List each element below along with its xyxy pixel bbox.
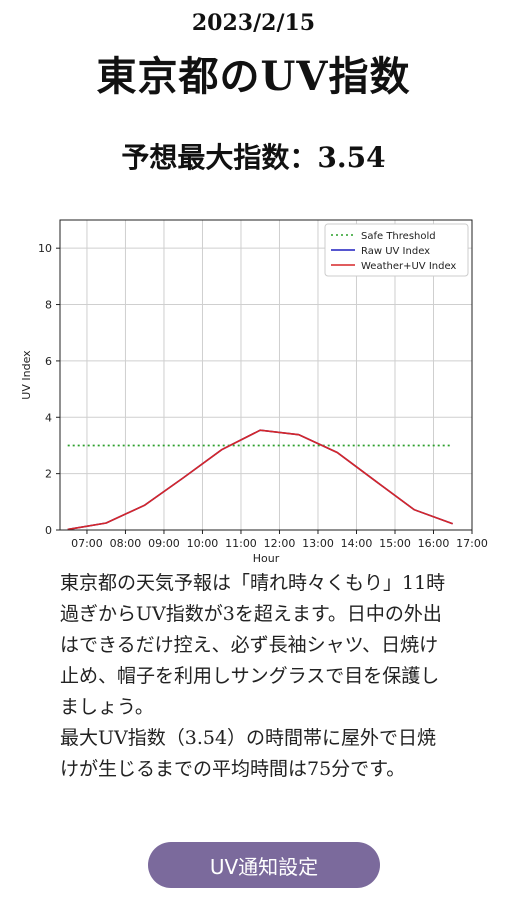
x-tick-label: 15:00 <box>379 537 411 550</box>
x-tick-label: 07:00 <box>71 537 103 550</box>
max-index-label: 予想最大指数：3.54 <box>121 141 386 174</box>
forecast-description: 東京都の天気予報は「晴れ時々くもり」11時過ぎからUV指数が3を超えます。日中の… <box>60 568 450 785</box>
uv-index-chart: 07:00 08:00 09:00 10:00 11:00 12:00 13:00 14:00… <box>20 219 488 565</box>
y-axis-label: UV Index <box>20 350 33 400</box>
x-tick-label: 10:00 <box>187 537 219 550</box>
forecast-paragraph: 東京都の天気予報は「晴れ時々くもり」11時過ぎからUV指数が3を超えます。日中の… <box>60 572 446 718</box>
x-tick-label: 11:00 <box>225 537 257 550</box>
x-tick-label: 12:00 <box>264 537 296 550</box>
legend-label: Safe Threshold <box>361 231 436 242</box>
uv-notification-settings-button[interactable]: UV通知設定 <box>148 842 380 888</box>
x-tick-label: 09:00 <box>148 537 180 550</box>
chart-legend: Safe Threshold Raw UV Index Weather+UV Ind… <box>324 223 469 277</box>
y-tick-label: 4 <box>45 411 52 424</box>
x-axis-label: Hour <box>253 552 280 565</box>
y-tick-label: 10 <box>38 242 52 255</box>
legend-label: Raw UV Index <box>361 246 430 257</box>
y-tick-label: 0 <box>45 524 52 537</box>
x-tick-label: 08:00 <box>110 537 142 550</box>
y-tick-label: 6 <box>45 355 52 368</box>
chart-ticks: 07:00 08:00 09:00 10:00 11:00 12:00 13:00 14:00… <box>38 242 488 550</box>
x-tick-label: 16:00 <box>418 537 450 550</box>
y-tick-label: 8 <box>45 299 52 312</box>
legend-box <box>324 223 469 277</box>
legend-label: Weather+UV Index <box>361 261 456 272</box>
page-title: 東京都のUV指数 <box>96 53 411 100</box>
date-label: 2023/2/15 <box>191 10 316 36</box>
x-tick-label: 13:00 <box>302 537 334 550</box>
chart-series <box>67 429 453 531</box>
y-tick-label: 2 <box>45 468 52 481</box>
x-tick-label: 17:00 <box>456 537 488 550</box>
x-tick-label: 14:00 <box>341 537 373 550</box>
series-line-weather-uv-index <box>67 429 453 531</box>
plot-frame <box>59 219 473 531</box>
uv-max-paragraph: 最大UV指数（3.54）の時間帯に屋外で日焼けが生じるまでの平均時間は75分です… <box>60 727 437 780</box>
